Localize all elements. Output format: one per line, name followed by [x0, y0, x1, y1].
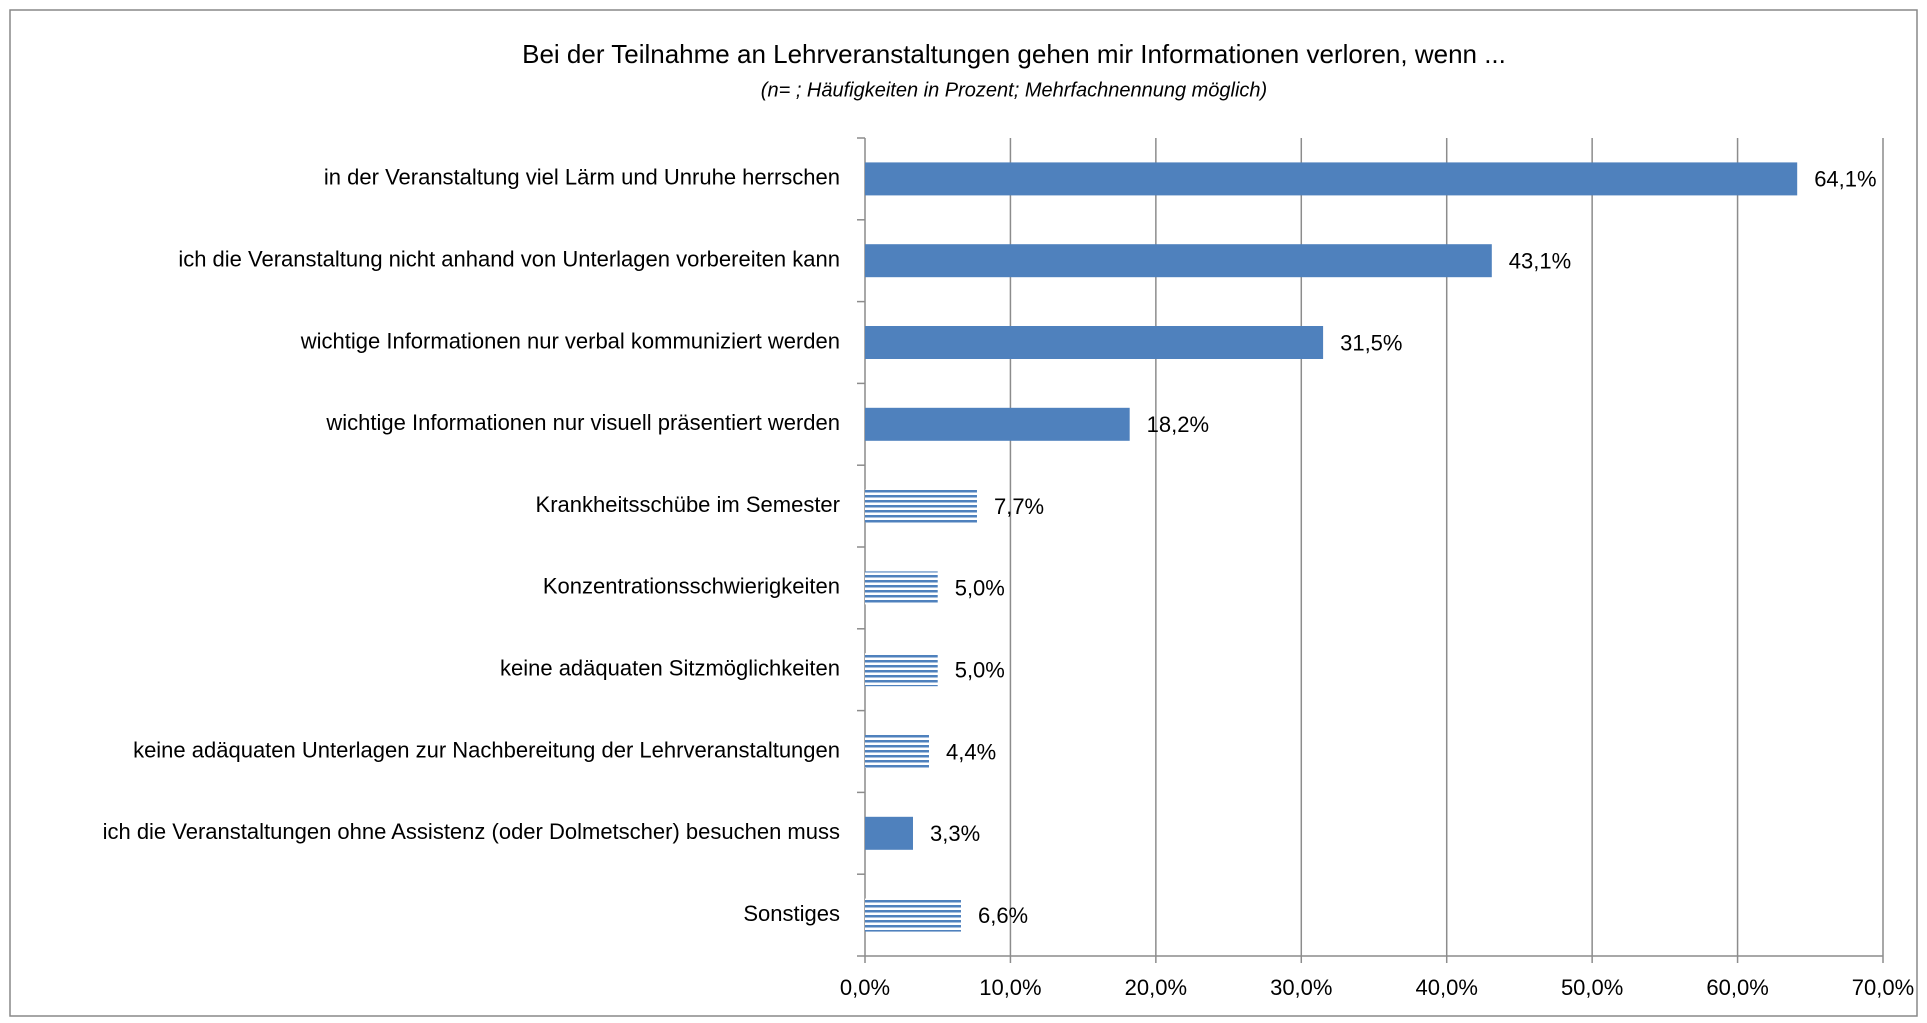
y-tick-label: Krankheitsschübe im Semester [536, 492, 840, 517]
value-label: 7,7% [994, 494, 1044, 519]
x-tick-label: 30,0% [1270, 975, 1332, 1000]
x-tick-label: 0,0% [840, 975, 890, 1000]
bar [865, 571, 938, 605]
bar [865, 407, 1130, 441]
bar [865, 898, 961, 932]
y-tick-label: wichtige Informationen nur visuell präse… [325, 410, 840, 435]
x-tick-label: 50,0% [1561, 975, 1623, 1000]
x-tick-label: 60,0% [1706, 975, 1768, 1000]
y-tick-label: Konzentrationsschwierigkeiten [543, 574, 840, 599]
chart-subtitle: (n= ; Häufigkeiten in Prozent; Mehrfachn… [761, 79, 1267, 101]
value-label: 6,6% [978, 903, 1028, 928]
x-tick-label: 10,0% [979, 975, 1041, 1000]
value-label: 5,0% [955, 576, 1005, 601]
y-tick-label: in der Veranstaltung viel Lärm und Unruh… [324, 165, 840, 190]
value-label: 31,5% [1340, 330, 1402, 355]
x-tick-label: 70,0% [1852, 975, 1914, 1000]
y-tick-label: ich die Veranstaltungen ohne Assistenz (… [103, 819, 840, 844]
value-label: 5,0% [955, 658, 1005, 683]
bar [865, 653, 938, 687]
value-label: 64,1% [1814, 167, 1876, 192]
y-tick-label: keine adäquaten Unterlagen zur Nachberei… [133, 737, 840, 762]
value-label: 4,4% [946, 739, 996, 764]
value-label: 43,1% [1509, 249, 1571, 274]
y-tick-label: wichtige Informationen nur verbal kommun… [300, 328, 840, 353]
y-tick-label: Sonstiges [743, 901, 840, 926]
bar [865, 326, 1324, 359]
value-label: 18,2% [1147, 412, 1209, 437]
x-tick-label: 20,0% [1125, 975, 1187, 1000]
bar [865, 489, 977, 523]
chart-title: Bei der Teilnahme an Lehrveranstaltungen… [522, 39, 1506, 69]
bar [865, 816, 913, 850]
bar [865, 244, 1492, 278]
y-tick-label: ich die Veranstaltung nicht anhand von U… [178, 247, 840, 272]
value-label: 3,3% [930, 821, 980, 846]
bar [865, 162, 1798, 196]
x-tick-label: 40,0% [1416, 975, 1478, 1000]
y-tick-label: keine adäquaten Sitzmöglichkeiten [500, 656, 840, 681]
bar [865, 735, 929, 768]
